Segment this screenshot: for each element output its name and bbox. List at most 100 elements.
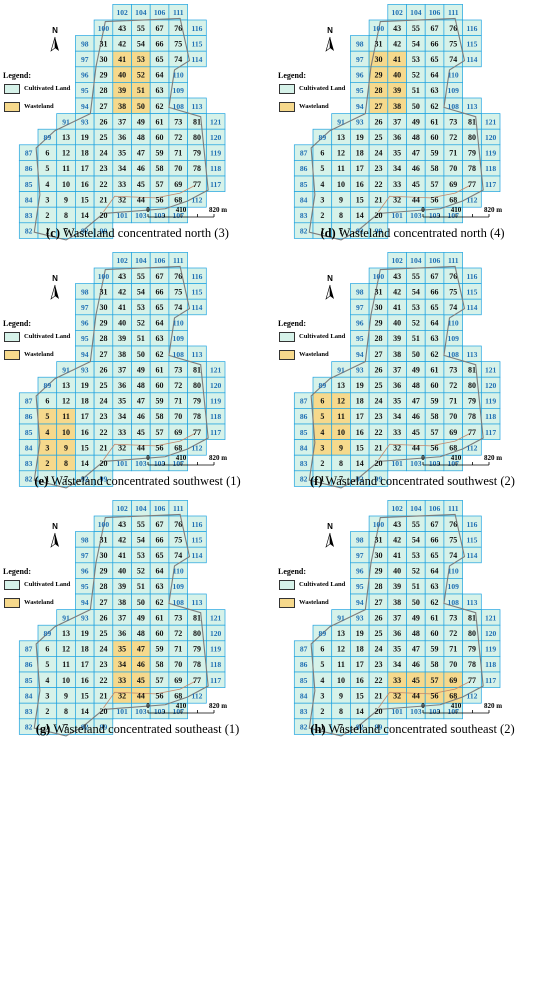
- panel-caption: (h) Wasteland concentrated southeast (2): [275, 722, 550, 737]
- cell-label: 28: [99, 582, 107, 591]
- cell-label: 49: [412, 117, 420, 126]
- boundary-cell-label: 92: [81, 475, 89, 484]
- cell-label: 79: [193, 149, 201, 158]
- north-label: N: [52, 522, 58, 531]
- cell-label: 30: [374, 551, 382, 560]
- cell-label: 65: [156, 55, 164, 64]
- cell-label: 17: [356, 660, 364, 669]
- cell-label: 42: [393, 287, 401, 296]
- boundary-cell-label: 101: [116, 211, 128, 220]
- scale-bar: 0 410 820 m: [421, 454, 502, 466]
- cell-label: 80: [468, 629, 476, 638]
- cell-label: 64: [156, 567, 164, 576]
- legend-label-cultivated: Cultivated Land: [24, 85, 71, 92]
- cell-label: 77: [468, 676, 476, 685]
- cultivated-cell: [462, 671, 482, 688]
- cell-label: 69: [174, 428, 182, 437]
- cell-label: 31: [374, 287, 382, 296]
- boundary-cell-label: 114: [191, 551, 202, 560]
- boundary-cell-label: 87: [25, 397, 33, 406]
- cell-label: 24: [374, 149, 382, 158]
- cell-label: 31: [99, 535, 107, 544]
- cell-label: 9: [339, 195, 343, 204]
- cell-label: 77: [193, 180, 201, 189]
- cell-label: 34: [118, 412, 126, 421]
- boundary-cell-label: 121: [210, 365, 222, 374]
- cell-label: 44: [412, 443, 420, 452]
- boundary-cell-label: 110: [448, 567, 459, 576]
- cell-label: 75: [174, 535, 182, 544]
- cell-label: 24: [374, 645, 382, 654]
- cell-label: 57: [431, 676, 439, 685]
- cell-label: 13: [62, 381, 70, 390]
- caption-letter: (e): [34, 474, 49, 488]
- boundary-cell-label: 87: [300, 149, 308, 158]
- map-panel: 43 55 67 76 31 42 54 66 75 30 41 53 65 74 29 40 52 64 28 39…: [0, 0, 275, 248]
- cell-label: 10: [337, 180, 345, 189]
- cultivated-cell: [462, 423, 482, 440]
- boundary-cell-label: 98: [81, 535, 89, 544]
- cell-label: 43: [393, 24, 401, 33]
- cultivated-cell: [168, 50, 188, 68]
- cell-label: 65: [431, 551, 439, 560]
- boundary-cell-label: 108: [448, 350, 460, 359]
- cell-label: 63: [431, 582, 439, 591]
- cell-label: 30: [374, 303, 382, 312]
- cell-label: 14: [356, 707, 364, 716]
- boundary-cell-label: 121: [485, 117, 497, 126]
- cell-label: 48: [137, 133, 145, 142]
- cell-label: 44: [137, 195, 145, 204]
- cell-label: 49: [137, 117, 145, 126]
- north-arrow: N: [323, 274, 337, 304]
- boundary-cell-label: 106: [154, 256, 166, 265]
- legend-item-cultivated: Cultivated Land: [279, 579, 345, 590]
- cell-label: 23: [99, 412, 107, 421]
- cell-label: 11: [337, 660, 345, 669]
- cell-label: 25: [374, 629, 382, 638]
- boundary-cell-label: 109: [173, 86, 185, 95]
- cell-label: 71: [449, 645, 457, 654]
- cell-label: 76: [174, 24, 182, 33]
- cell-label: 72: [449, 629, 457, 638]
- cell-label: 62: [156, 350, 164, 359]
- cell-label: 9: [339, 691, 343, 700]
- boundary-cell-label: 104: [135, 256, 147, 265]
- cell-label: 55: [412, 272, 420, 281]
- cell-label: 16: [356, 180, 364, 189]
- cell-label: 72: [449, 381, 457, 390]
- boundary-cell-label: 106: [154, 504, 166, 513]
- cell-label: 6: [320, 397, 324, 406]
- cell-label: 54: [412, 39, 420, 48]
- cell-label: 26: [99, 117, 107, 126]
- cell-label: 31: [99, 287, 107, 296]
- scale-tick-label: 410: [176, 454, 187, 462]
- scale-tick-label: 820 m: [484, 206, 502, 214]
- cell-label: 36: [393, 133, 401, 142]
- legend-label-cultivated: Cultivated Land: [299, 581, 346, 588]
- cell-label: 39: [393, 86, 401, 95]
- cell-label: 37: [118, 117, 126, 126]
- boundary-cell-label: 102: [391, 8, 403, 17]
- cell-label: 7: [339, 475, 343, 484]
- cultivated-cell: [443, 546, 463, 564]
- scale-bar: 0 410 820 m: [146, 702, 227, 714]
- cell-label: 13: [62, 133, 70, 142]
- cell-label: 63: [156, 334, 164, 343]
- cell-label: 40: [118, 71, 126, 80]
- cell-label: 11: [62, 660, 70, 669]
- cell-label: 51: [137, 86, 145, 95]
- cell-label: 55: [412, 520, 420, 529]
- legend-label-cultivated: Cultivated Land: [24, 333, 71, 340]
- boundary-cell-label: 83: [300, 707, 308, 716]
- cell-label: 73: [174, 613, 182, 622]
- caption-text: Wasteland concentrated southwest (2): [322, 474, 515, 488]
- boundary-cell-label: 100: [373, 24, 385, 33]
- cell-label: 77: [193, 676, 201, 685]
- cell-label: 76: [174, 520, 182, 529]
- boundary-cell-label: 83: [25, 707, 33, 716]
- scale-bar: 0 410 820 m: [146, 454, 227, 466]
- cell-label: 13: [337, 133, 345, 142]
- boundary-cell-label: 112: [191, 691, 202, 700]
- cell-label: 55: [412, 24, 420, 33]
